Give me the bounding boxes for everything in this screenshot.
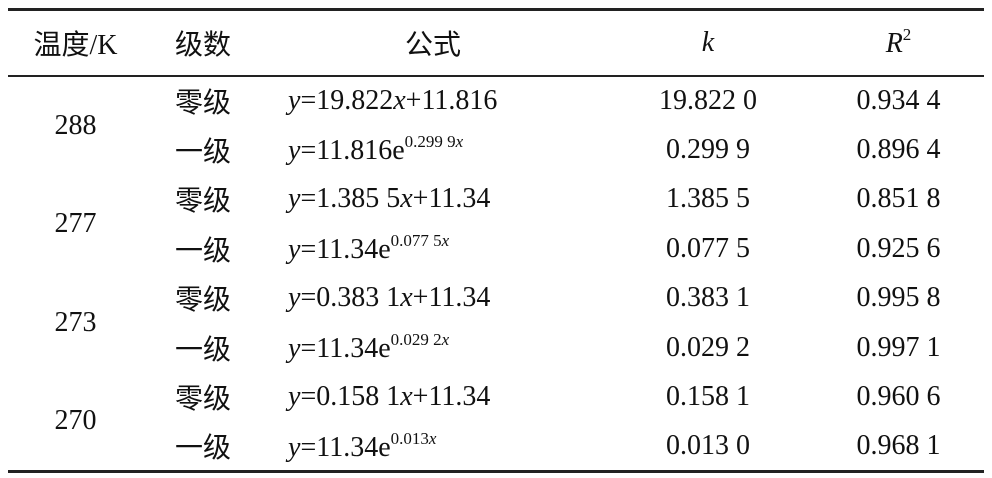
table-row: 一级 y=11.816e0.299 9x 0.299 9 0.896 4 [8, 125, 984, 175]
r2-cell: 0.960 6 [856, 381, 941, 413]
formula-part: y [288, 135, 301, 167]
k-cell: 0.013 0 [666, 430, 750, 461]
formula-part: +11.34 [412, 183, 491, 215]
header-cell: R2 [813, 10, 984, 76]
header-cell: 公式 [404, 29, 461, 61]
formula-part: =11.34e [300, 431, 391, 463]
formula-part: x [428, 428, 437, 448]
formula-part: x [455, 132, 464, 152]
order-cell: 一级 [174, 136, 231, 168]
temperature-cell: 277 [54, 208, 97, 239]
formula-part: x [400, 183, 413, 215]
formula-part: x [400, 282, 413, 314]
k-cell: 19.822 0 [659, 84, 757, 116]
superscript: 0.029 2x [391, 330, 450, 349]
formula-part: y [288, 84, 301, 116]
header-row: 温度/K 级数 公式 k R2 [8, 9, 984, 76]
formula-part: +11.34 [412, 282, 491, 314]
data-table: 温度/K 级数 公式 k R2 288 零级 y=19.822x+11.816 19.… [8, 8, 984, 473]
formula-part: =0.383 1 [300, 282, 401, 314]
superscript: 2 [902, 25, 912, 45]
header-cell: 级数 [174, 29, 231, 61]
table-row: 一级 y=11.34e0.077 5x 0.077 5 0.925 6 [8, 224, 984, 274]
formula-part: =11.34e [300, 234, 391, 266]
order-cell: 一级 [174, 235, 231, 267]
formula-part: 0.077 5 [390, 231, 442, 251]
order-cell: 零级 [174, 285, 231, 317]
temperature-cell: 288 [54, 109, 97, 141]
superscript: 0.299 9x [405, 132, 464, 151]
formula-part: +11.816 [405, 84, 498, 116]
formula-part: 0.299 9 [404, 132, 456, 152]
temperature-cell: 270 [54, 405, 97, 437]
table-row: 273 零级 y=0.383 1x+11.34 0.383 1 0.995 8 [8, 274, 984, 338]
formula-cell: y=0.383 1x+11.34 [263, 274, 603, 324]
formula-part: +11.34 [412, 381, 491, 413]
table-row: 277 零级 y=1.385 5x+11.34 1.385 5 0.851 8 [8, 175, 984, 239]
header-cell: 温度/K [33, 29, 118, 61]
formula-part: =11.816e [300, 135, 405, 167]
r2-cell: 0.968 1 [856, 430, 941, 461]
r2-cell: 0.896 4 [856, 133, 941, 165]
formula-part: y [288, 234, 301, 266]
formula-part: x [441, 330, 450, 350]
formula-part: =0.158 1 [300, 381, 401, 413]
formula-part: =11.34e [300, 333, 391, 365]
header-text: k [701, 26, 715, 58]
temperature-cell: 273 [54, 307, 97, 338]
r2-cell: 0.934 4 [856, 84, 941, 116]
formula-part: y [288, 431, 301, 463]
formula-part: x [393, 84, 406, 116]
formula-part: y [288, 183, 301, 215]
k-cell: 0.383 1 [666, 282, 750, 314]
formula-part: 0.029 2 [390, 330, 442, 350]
formula-part: 0.013 [390, 428, 429, 448]
formula-cell: y=11.816e0.299 9x [263, 125, 603, 175]
order-cell: 零级 [174, 186, 231, 218]
order-cell: 零级 [174, 87, 231, 119]
formula-cell: y=19.822x+11.816 [263, 76, 603, 126]
k-cell: 0.029 2 [666, 331, 750, 363]
r2-cell: 0.995 8 [856, 282, 941, 314]
r2-cell: 0.925 6 [856, 232, 941, 264]
table-row: 一级 y=11.34e0.013x 0.013 0 0.968 1 [8, 422, 984, 472]
order-cell: 一级 [174, 433, 231, 464]
superscript: 0.013x [391, 429, 437, 448]
formula-cell: y=11.34e0.013x [263, 422, 603, 472]
superscript: 0.077 5x [391, 231, 450, 250]
k-cell: 0.077 5 [666, 232, 750, 264]
formula-part: x [400, 381, 413, 413]
order-cell: 一级 [174, 334, 231, 366]
formula-cell: y=11.34e0.077 5x [263, 224, 603, 274]
table-row: 288 零级 y=19.822x+11.816 19.822 0 0.934 4 [8, 76, 984, 141]
formula-cell: y=11.34e0.029 2x [263, 323, 603, 373]
k-cell: 1.385 5 [666, 183, 750, 215]
r2-cell: 0.851 8 [856, 183, 941, 215]
table-header: 温度/K 级数 公式 k R2 [8, 9, 984, 76]
header-text: R [885, 28, 903, 60]
header-cell: k [603, 10, 813, 76]
formula-cell: y=1.385 5x+11.34 [263, 175, 603, 225]
formula-part: =19.822 [300, 84, 394, 116]
formula-part: y [288, 381, 301, 413]
order-cell: 零级 [174, 384, 231, 416]
table-row: 一级 y=11.34e0.029 2x 0.029 2 0.997 1 [8, 323, 984, 373]
r2-cell: 0.997 1 [856, 331, 941, 363]
formula-part: y [288, 282, 301, 314]
table-row: 270 零级 y=0.158 1x+11.34 0.158 1 0.960 6 [8, 373, 984, 436]
formula-part: y [288, 333, 301, 365]
table-body: 288 零级 y=19.822x+11.816 19.822 0 0.934 4 一级 y=… [8, 76, 984, 472]
k-cell: 0.299 9 [666, 133, 750, 165]
formula-part: =1.385 5 [300, 183, 401, 215]
k-cell: 0.158 1 [666, 381, 750, 413]
formula-part: x [441, 231, 450, 251]
formula-cell: y=0.158 1x+11.34 [263, 373, 603, 423]
